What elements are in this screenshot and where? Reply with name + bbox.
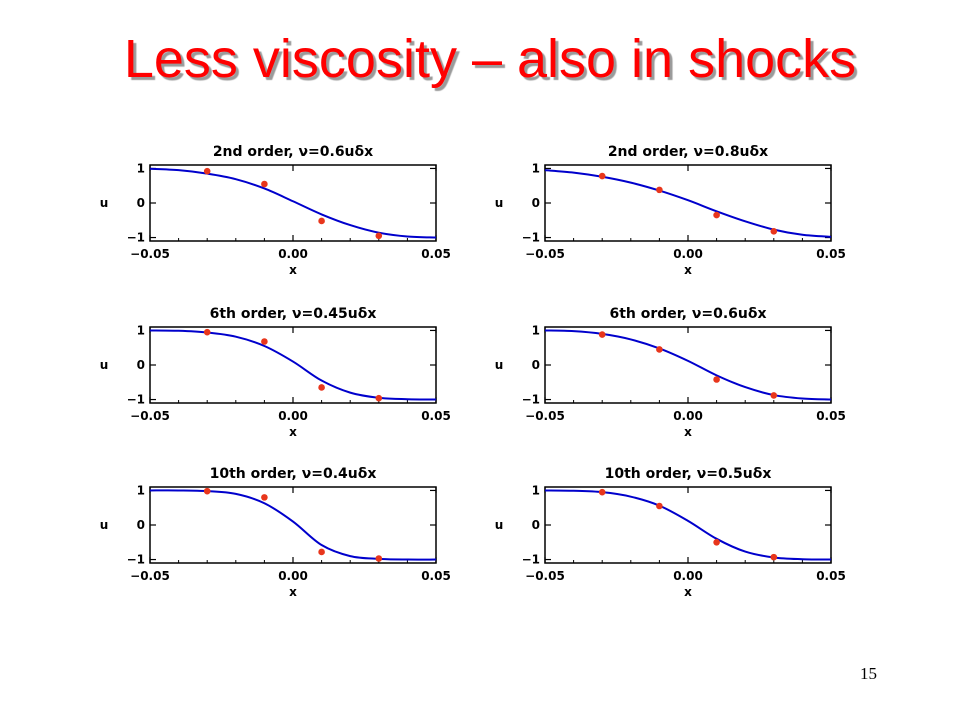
plot-frame [149,486,437,564]
y-tick-label: 1 [137,483,145,497]
y-tick-label: −1 [127,393,145,407]
x-axis-label: x [684,425,692,439]
data-point [713,538,720,546]
data-point [318,217,325,225]
plot-frame [149,164,437,242]
y-axis-label: u [495,196,504,210]
data-point [770,553,778,561]
data-point [375,555,383,562]
y-axis-label: u [495,518,504,532]
series-line [149,489,437,561]
x-tick-label: 0.05 [816,409,846,423]
chart-title: 6th order, ν=0.6uδx [609,306,766,322]
x-tick-label: −0.05 [525,409,565,423]
data-point [598,331,606,338]
data-point [203,328,211,336]
x-tick-label: 0.00 [278,569,308,583]
chart-10th-order-nu-0-4: 10th order, ν=0.4uδx −0.05 0.00 0.05 1 0 −1 x u [100,466,451,599]
x-tick-label: 0.00 [673,247,703,261]
data-point [203,487,211,495]
y-tick-label: −1 [127,231,145,245]
plot-frame [544,164,832,242]
y-tick-label: 0 [532,358,540,372]
data-point [318,384,325,391]
series-line [149,167,437,239]
series-line [544,489,832,561]
x-axis-label: x [289,263,297,277]
series-line [544,329,832,401]
y-tick-label: −1 [522,393,540,407]
data-point [261,180,268,188]
x-tick-label: −0.05 [525,247,565,261]
y-tick-label: 0 [137,358,145,372]
data-point [656,186,663,194]
data-point [770,392,778,399]
y-axis-label: u [100,518,109,532]
y-tick-label: 1 [137,323,145,337]
series-line [544,169,832,238]
chart-10th-order-nu-0-5: 10th order, ν=0.5uδx −0.05 0.00 0.05 1 0 −1 x u [495,466,846,599]
chart-2nd-order-nu-0-6: 2nd order, ν=0.6uδx −0.05 0.00 0.05 1 0 −1 x u [100,144,451,277]
data-point [713,211,720,219]
plot-frame [149,326,437,404]
data-point [375,232,383,240]
x-axis-label: x [684,263,692,277]
y-tick-label: 0 [532,196,540,210]
data-point [261,494,268,501]
x-tick-label: 0.05 [816,247,846,261]
plot-frame [544,326,832,404]
data-point [261,338,268,345]
y-tick-label: 1 [137,161,145,175]
y-tick-label: 1 [532,161,540,175]
chart-6th-order-nu-0-6: 6th order, ν=0.6uδx −0.05 0.00 0.05 1 0 −1 x u [495,306,846,439]
data-point [656,346,663,353]
x-tick-label: 0.00 [278,247,308,261]
page-number: 15 [860,664,877,683]
x-axis-label: x [289,585,297,599]
chart-6th-order-nu-0-45: 6th order, ν=0.45uδx −0.05 0.00 0.05 1 0 −1 x u [100,306,451,439]
x-tick-label: 0.00 [278,409,308,423]
data-point [713,376,720,383]
y-tick-label: −1 [522,231,540,245]
chart-title: 2nd order, ν=0.8uδx [608,144,768,160]
y-tick-label: −1 [127,553,145,567]
x-tick-label: −0.05 [130,569,170,583]
data-point [598,488,606,496]
y-tick-label: 1 [532,323,540,337]
chart-title: 10th order, ν=0.4uδx [210,466,377,482]
y-tick-label: 1 [532,483,540,497]
series-line [149,329,437,401]
data-point [203,167,211,175]
data-point [318,548,325,556]
x-tick-label: 0.05 [421,247,451,261]
y-tick-label: 0 [532,518,540,532]
data-point [598,172,606,180]
y-tick-label: 0 [137,196,145,210]
x-tick-label: −0.05 [130,409,170,423]
chart-title: 2nd order, ν=0.6uδx [213,144,373,160]
x-axis-label: x [289,425,297,439]
data-point [656,502,663,510]
x-tick-label: 0.05 [421,409,451,423]
plot-frame [544,486,832,564]
slide-title: Less viscosity – also in shocks [123,29,857,89]
x-tick-label: 0.00 [673,569,703,583]
x-tick-label: 0.05 [421,569,451,583]
y-axis-label: u [100,196,109,210]
chart-title: 10th order, ν=0.5uδx [605,466,772,482]
x-tick-label: −0.05 [525,569,565,583]
y-tick-label: −1 [522,553,540,567]
x-axis-label: x [684,585,692,599]
data-point [770,228,778,235]
y-axis-label: u [100,358,109,372]
data-point [375,394,383,402]
chart-title: 6th order, ν=0.45uδx [210,306,377,322]
x-tick-label: 0.00 [673,409,703,423]
chart-2nd-order-nu-0-8: 2nd order, ν=0.8uδx −0.05 0.00 0.05 1 0 −1 x u [495,144,846,277]
x-tick-label: 0.05 [816,569,846,583]
y-axis-label: u [495,358,504,372]
y-tick-label: 0 [137,518,145,532]
x-tick-label: −0.05 [130,247,170,261]
